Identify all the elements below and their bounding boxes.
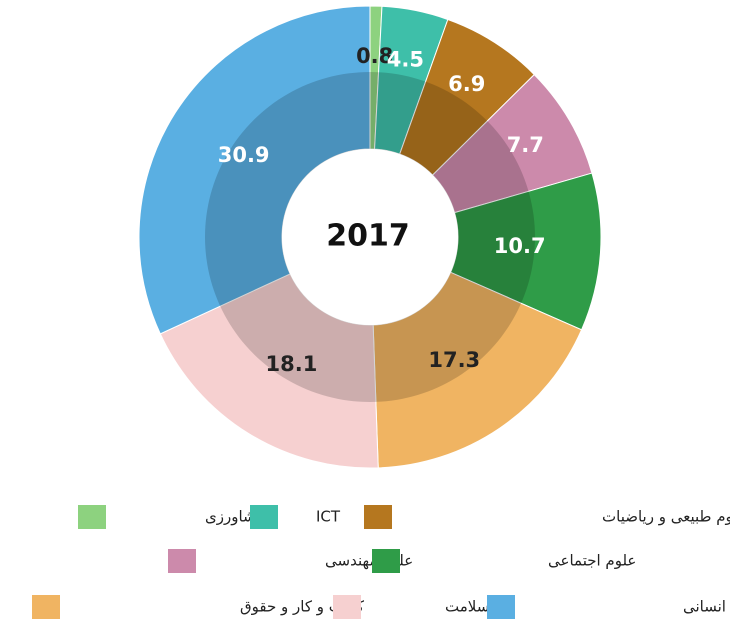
- inner-shade: [204, 72, 535, 402]
- value-label: 30.9: [218, 143, 270, 167]
- center-title: 2017: [326, 219, 410, 254]
- value-label: 6.9: [448, 72, 485, 96]
- legend-swatch: [364, 505, 392, 529]
- legend-label: هنر و علوم انسانی: [683, 598, 730, 616]
- legend-swatch: [333, 595, 361, 619]
- value-label: 18.1: [266, 352, 318, 376]
- donut: [138, 5, 602, 469]
- legend-swatch: [487, 595, 515, 619]
- legend-label: ICT: [316, 508, 341, 526]
- legend-swatch: [250, 505, 278, 529]
- value-label: 4.5: [387, 48, 424, 72]
- legend-swatch: [78, 505, 106, 529]
- legend-swatch: [32, 595, 60, 619]
- legend-label: علوم طبیعی و ریاضیات: [602, 508, 730, 526]
- value-labels: 0.84.5 6.9 7.7 10.7 17.3 18.1 30.9: [218, 44, 546, 376]
- legend-label: علوم اجتماعی: [548, 552, 636, 570]
- legend-swatch: [372, 549, 400, 573]
- value-label: 17.3: [428, 348, 480, 372]
- center-hole: [282, 149, 458, 325]
- value-label: 10.7: [494, 234, 546, 258]
- value-label: 0.8: [356, 44, 393, 68]
- value-label: 7.7: [507, 133, 544, 157]
- legend-swatch: [168, 549, 196, 573]
- legend-label: سلامت: [445, 598, 489, 616]
- legend-label: کشاورزی: [205, 508, 264, 526]
